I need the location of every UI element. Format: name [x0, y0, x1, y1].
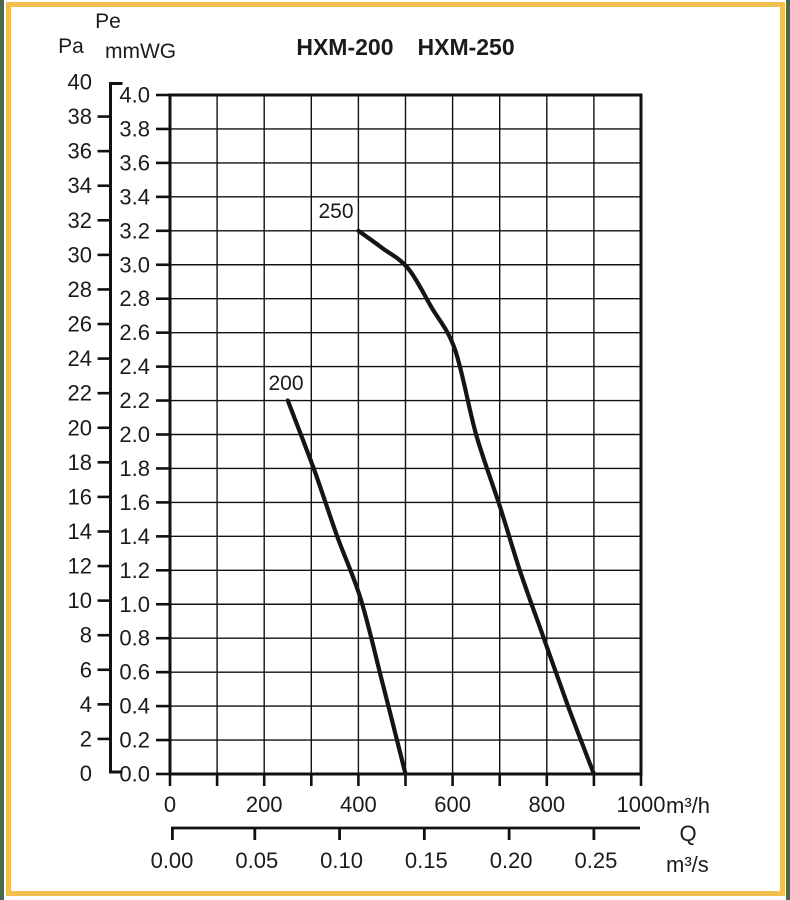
- x-secondary-tick-label: 0.10: [320, 848, 363, 873]
- mmwg-tick-label: 2.8: [119, 286, 150, 311]
- x-secondary-tick-label: 0.05: [235, 848, 278, 873]
- pa-tick-label: 36: [68, 139, 92, 164]
- pa-tick-label: 40: [68, 70, 92, 95]
- x-axis-tick-label: 0: [164, 792, 176, 817]
- m3s-unit-label: m³/s: [666, 852, 709, 877]
- fan-curve-200: [285, 398, 408, 777]
- title-model-hxm-250: HXM-250: [417, 34, 515, 60]
- pa-tick-label: 26: [68, 312, 92, 337]
- x-secondary-tick-label: 0.15: [405, 848, 448, 873]
- page-edge-left: [0, 0, 4, 900]
- pa-tick-label: 32: [68, 208, 92, 233]
- pa-tick-label: 0: [80, 761, 92, 786]
- mmwg-tick-label: 1.6: [119, 490, 150, 515]
- pa-tick-label: 24: [68, 346, 92, 371]
- m3h-unit-label: m³/h: [666, 793, 710, 818]
- mmwg-tick-label: 2.0: [119, 422, 150, 447]
- mmwg-tick-label: 2.6: [119, 320, 150, 345]
- curve-label-250: 250: [318, 200, 354, 223]
- flow-symbol-label: Q: [679, 821, 697, 846]
- pa-tick-label: 12: [68, 554, 92, 579]
- mmwg-tick-label: 2.4: [119, 354, 150, 379]
- page-edge-right: [786, 0, 790, 900]
- mmwg-tick-label: 3.0: [119, 252, 150, 277]
- pa-tick-label: 34: [68, 173, 92, 198]
- pa-tick-label: 16: [68, 484, 92, 509]
- mmwg-tick-label: 1.4: [119, 524, 150, 549]
- mmwg-tick-label: 0.2: [119, 728, 150, 753]
- mmwg-tick-label: 1.0: [119, 592, 150, 617]
- mmwg-tick-label: 0.4: [119, 694, 150, 719]
- chart-title: HXM-200 HXM-250: [170, 33, 641, 61]
- pa-tick-label: 8: [80, 623, 92, 648]
- x-axis-tick-label: 800: [528, 792, 565, 817]
- mmwg-tick-label: 1.8: [119, 456, 150, 481]
- mmwg-tick-label: 3.6: [119, 150, 150, 175]
- x-axis-tick-label: 200: [246, 792, 283, 817]
- pa-tick-label: 14: [68, 519, 92, 544]
- mmwg-tick-label: 3.8: [119, 116, 150, 141]
- x-secondary-tick-label: 0.20: [490, 848, 533, 873]
- x-secondary-tick-label: 0.25: [574, 848, 617, 873]
- pa-tick-label: 30: [68, 242, 92, 267]
- x-secondary-tick-label: 0.00: [151, 848, 194, 873]
- mmwg-tick-label: 4.0: [119, 83, 150, 108]
- pa-tick-label: 20: [68, 415, 92, 440]
- pressure-symbol-label: Pe: [95, 10, 121, 33]
- fan-curve-250: [356, 228, 596, 777]
- pa-tick-label: 18: [68, 450, 92, 475]
- pa-tick-label: 10: [68, 588, 92, 613]
- pa-tick-label: 38: [68, 104, 92, 129]
- x-axis-tick-label: 400: [340, 792, 377, 817]
- pa-unit-label: Pa: [58, 35, 84, 58]
- x-axis-tick-label: 600: [434, 792, 471, 817]
- pa-tick-label: 22: [68, 381, 92, 406]
- pa-tick-label: 28: [68, 277, 92, 302]
- x-axis-tick-label: 1000: [617, 792, 666, 817]
- curve-label-200: 200: [268, 372, 304, 395]
- mmwg-tick-label: 0.8: [119, 626, 150, 651]
- title-model-hxm-200: HXM-200: [296, 34, 394, 60]
- mmwg-tick-label: 0.6: [119, 660, 150, 685]
- mmwg-unit-label: mmWG: [105, 40, 177, 63]
- mmwg-tick-label: 0.0: [119, 762, 150, 787]
- mmwg-tick-label: 3.4: [119, 184, 150, 209]
- mmwg-tick-label: 3.2: [119, 218, 150, 243]
- page-border-frame: [6, 2, 785, 896]
- mmwg-tick-label: 1.2: [119, 558, 150, 583]
- pa-tick-label: 4: [80, 692, 92, 717]
- pa-tick-label: 2: [80, 726, 92, 751]
- pa-tick-label: 6: [80, 657, 92, 682]
- mmwg-tick-label: 2.2: [119, 388, 150, 413]
